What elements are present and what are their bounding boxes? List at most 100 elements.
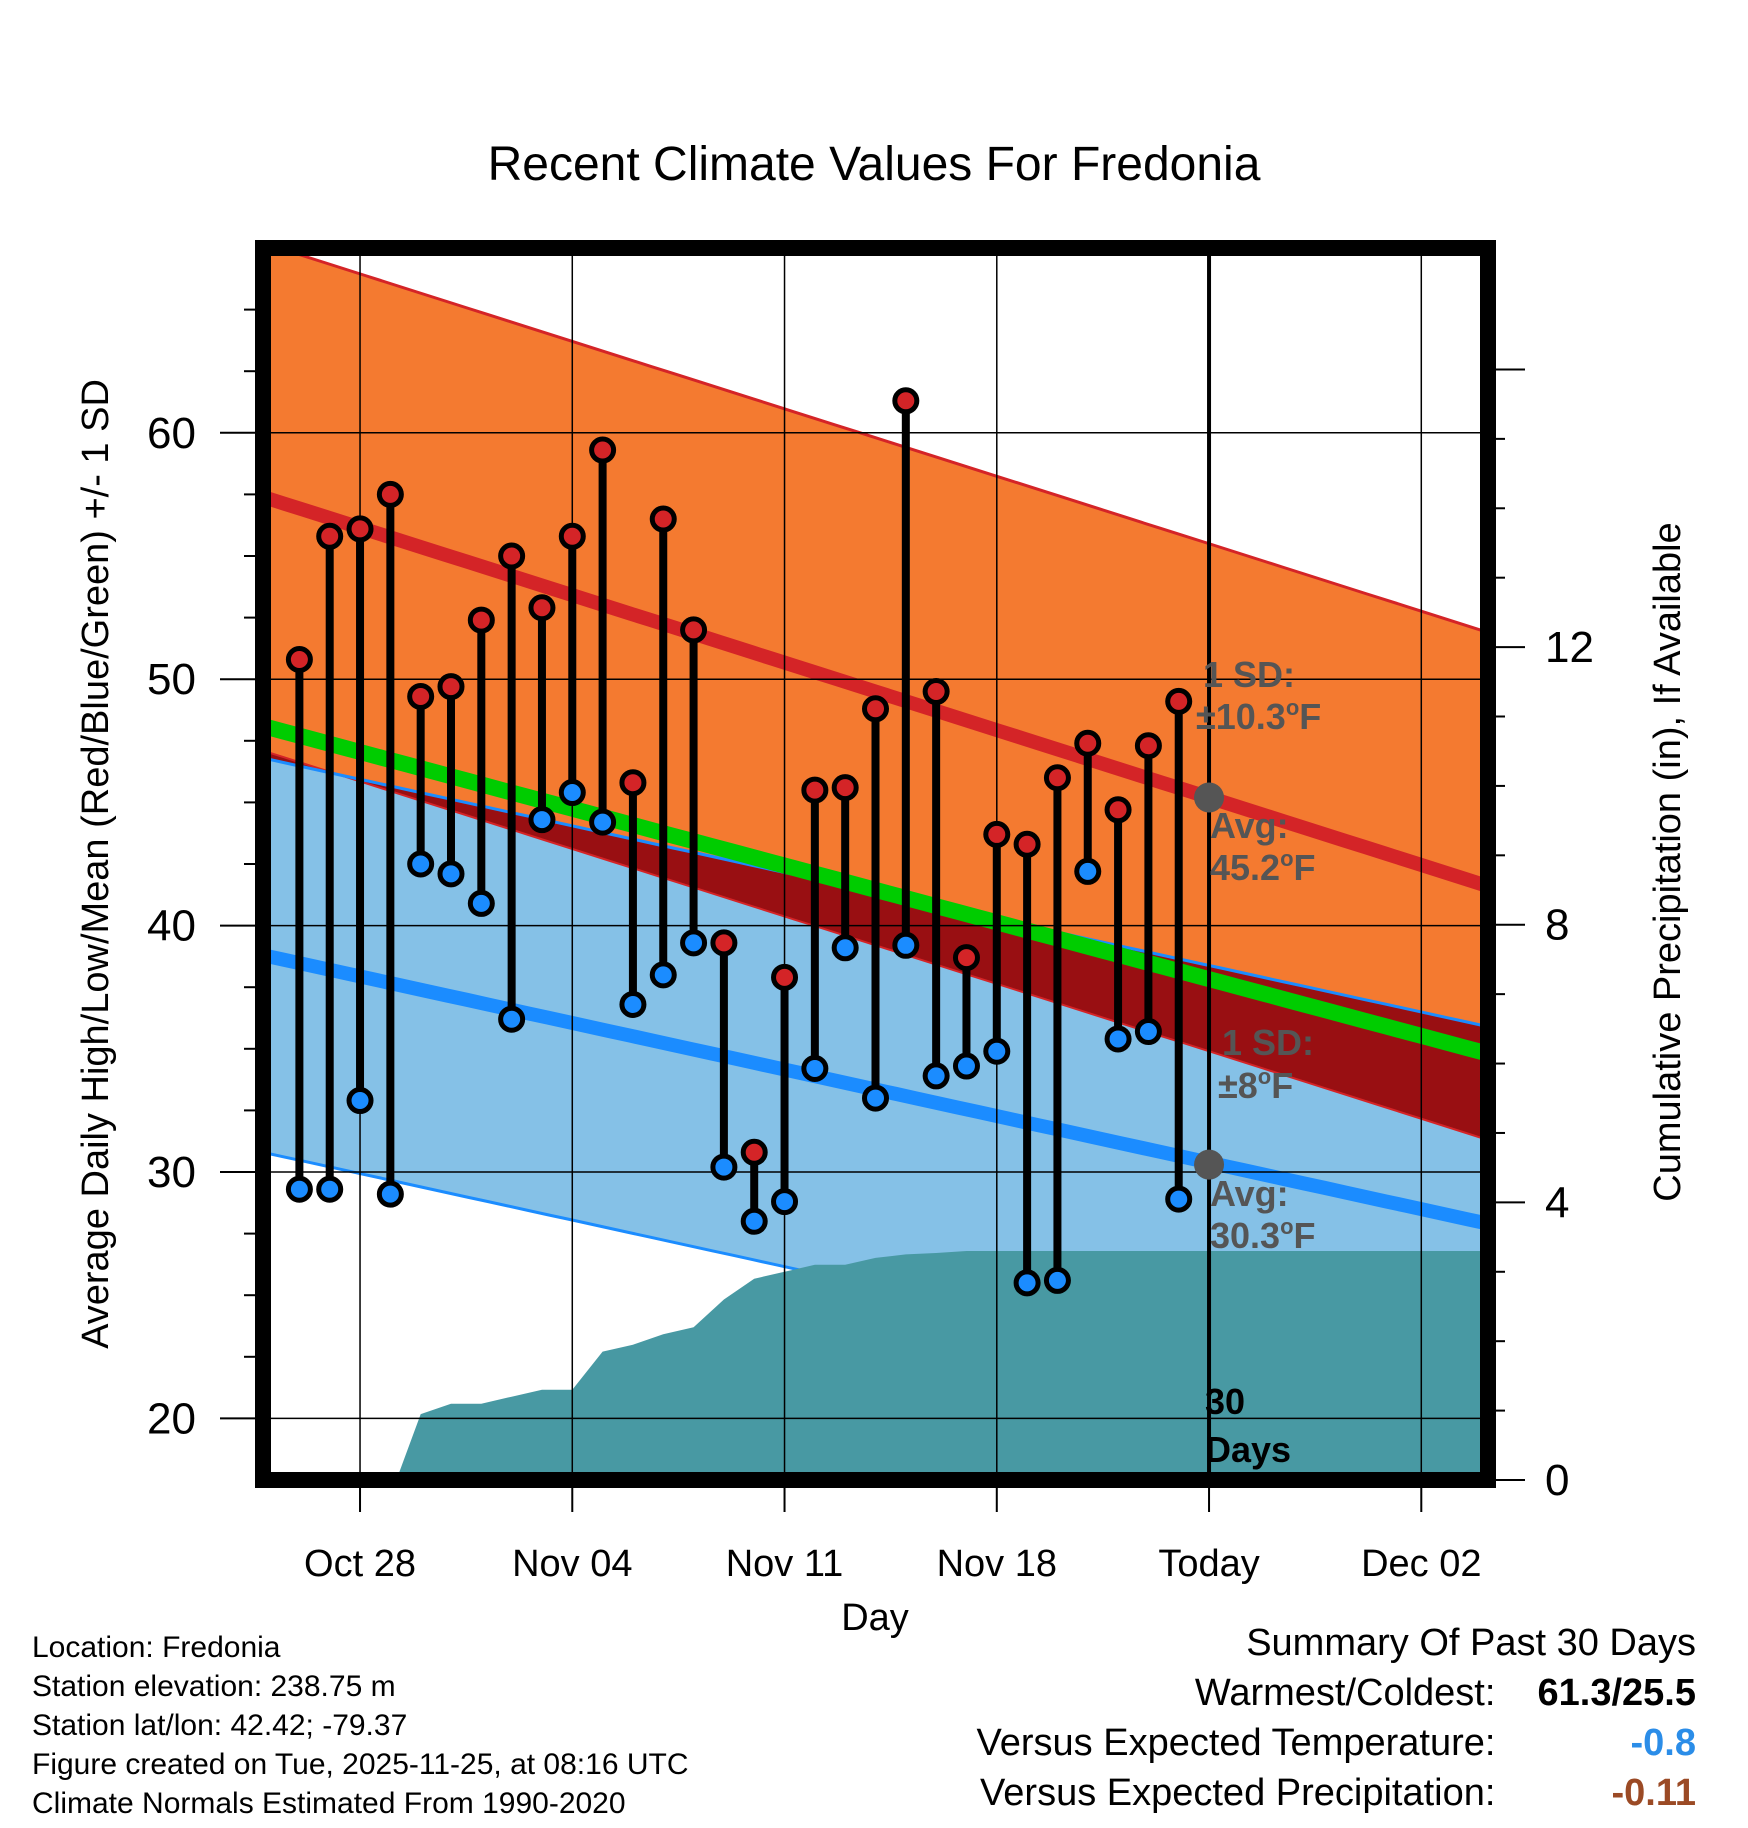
daily-low-point [316,1175,344,1203]
daily-low-point [285,1175,313,1203]
summary-warmest-row: Warmest/Coldest: 61.3/25.5 [796,1668,1696,1718]
summary-temp-row: Versus Expected Temperature: -0.8 [796,1718,1696,1768]
precip-area [396,1251,1488,1480]
days-word-label: Days [1205,1429,1291,1470]
summary-warmest-value: 61.3/25.5 [1537,1672,1696,1714]
daily-low-point [771,1188,799,1216]
daily-high-point [528,594,556,622]
x-tick-label: Oct 28 [304,1543,416,1585]
daily-high-point [1013,830,1041,858]
x-tick-label: Nov 18 [937,1543,1057,1585]
summary-precip-row: Versus Expected Precipitation: -0.11 [796,1768,1696,1818]
high-sd-upper-line [273,248,1488,634]
daily-low-point [528,806,556,834]
low-avg-label: Avg: [1210,1173,1289,1214]
today-high-avg-marker [1194,782,1225,813]
plot-border [255,240,1496,1488]
y2-axis-label: Cumulative Precipitation (in), If Availa… [1647,522,1689,1201]
summary-title: Summary Of Past 30 Days [1246,1622,1696,1664]
daily-low-point [1134,1018,1162,1046]
daily-low-point [407,850,435,878]
x-tick-label: Nov 04 [512,1543,632,1585]
daily-high-point [467,606,495,634]
x-tick-label: Dec 02 [1361,1543,1481,1585]
high-avg-label: Avg: [1210,805,1289,846]
daily-high-point [1165,687,1193,715]
y2-tick-label: 0 [1545,1456,1569,1505]
daily-low-point [862,1084,889,1112]
daily-high-point [498,542,526,570]
y2-tick-label: 8 [1545,901,1569,950]
daily-high-point [285,645,313,673]
daily-low-point [498,1005,526,1033]
plot-frame [255,240,1496,1488]
daily-high-point [862,695,889,723]
daily-high-point [922,678,950,706]
daily-low-point [619,990,647,1018]
daily-high-point [589,436,617,464]
daily-high-point [1043,764,1071,792]
daily-low-point [831,934,859,962]
daily-low-point [467,889,495,917]
daily-high-point [952,944,980,972]
low-sd-value: ±8oF [1218,1064,1293,1106]
daily-low-point [710,1153,738,1181]
daily-high-point [771,963,799,991]
y2-tick-label: 4 [1545,1178,1569,1227]
y-tick-label: 60 [147,409,196,458]
low-avg-value: 30.3oF [1210,1214,1316,1256]
daily-high-point [983,820,1011,848]
daily-low-point [1074,857,1102,885]
daily-low-point [437,860,465,888]
daily-high-point [892,387,920,415]
daily-low-point [922,1062,950,1090]
daily-high-point [801,776,829,804]
daily-high-point [1104,796,1132,824]
daily-high-point [740,1138,768,1166]
summary-temp-label: Versus Expected Temperature: [976,1722,1496,1764]
daily-high-point [407,682,435,710]
daily-high-point [710,929,738,957]
daily-high-point [619,769,647,797]
daily-high-point [558,522,586,550]
y-tick-label: 20 [147,1394,196,1443]
daily-low-point [892,931,920,959]
x-tick-label: Today [1158,1543,1259,1585]
daily-low-point [952,1052,980,1080]
daily-low-point [376,1180,404,1208]
daily-low-point [649,961,677,989]
info-elevation: Station elevation: 238.75 m [32,1670,396,1703]
high-sd-label: 1 SD: [1203,654,1295,695]
daily-high-point [346,515,374,543]
info-normals: Climate Normals Estimated From 1990-2020 [32,1787,626,1820]
daily-low-point [983,1037,1011,1065]
summary-precip-label: Versus Expected Precipitation: [980,1772,1496,1814]
daily-low-point [680,929,708,957]
daily-high-point [1134,732,1162,760]
chart-title: Recent Climate Values For Fredonia [488,138,1261,191]
summary-temp-value: -0.8 [1630,1722,1696,1764]
daily-low-point [801,1055,829,1083]
summary-warmest-label: Warmest/Coldest: [1194,1672,1496,1714]
y-axis-label: Average Daily High/Low/Mean (Red/Blue/Gr… [75,379,117,1349]
x-axis-label: Day [841,1597,909,1639]
daily-high-point [316,522,344,550]
daily-low-point [589,808,617,836]
summary-panel: Summary Of Past 30 Days Warmest/Coldest:… [796,1618,1696,1818]
daily-low-point [558,779,586,807]
today-low-avg-marker [1194,1149,1225,1180]
daily-high-point [376,480,404,508]
daily-low-point [1013,1269,1041,1297]
daily-low-point [740,1207,768,1235]
daily-low-point [1043,1266,1071,1294]
high-avg-value: 45.2oF [1210,846,1316,888]
low-sd-label: 1 SD: [1222,1022,1314,1063]
y-tick-label: 40 [147,902,196,951]
daily-low-point [1165,1185,1193,1213]
axes: Oct 28 Nov 04 Nov 11 Nov 18 Today Dec 02 20 30 4… [147,308,1594,1585]
daily-low-point [1104,1025,1132,1053]
y2-tick-label: 12 [1545,623,1594,672]
daily-low-point [346,1087,374,1115]
